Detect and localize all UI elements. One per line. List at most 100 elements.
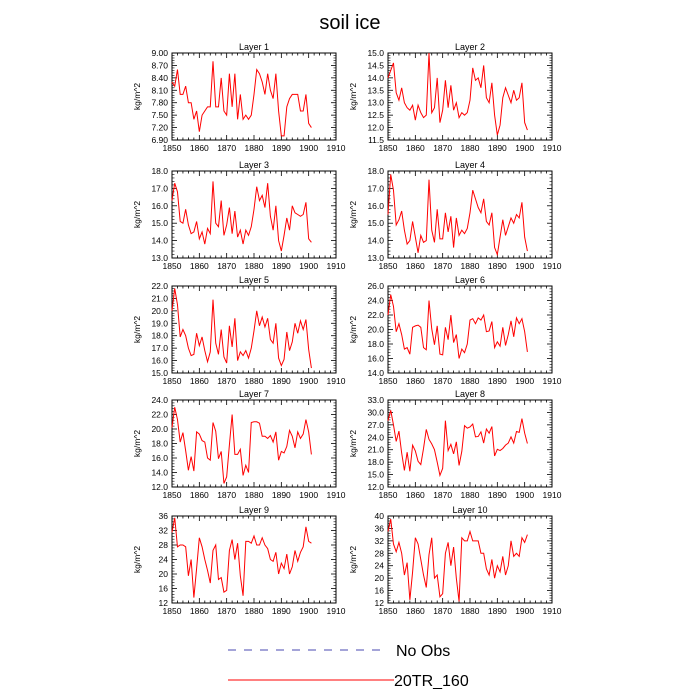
x-tick-label: 1900 (515, 143, 534, 153)
y-tick-label: 8.10 (151, 85, 168, 95)
y-tick-label: 18.0 (151, 166, 168, 176)
y-tick-label: 24.0 (367, 296, 384, 306)
y-tick-label: 13.5 (367, 85, 384, 95)
y-tick-label: 14.0 (367, 73, 384, 83)
series-line-1 (387, 519, 528, 602)
x-tick-label: 1910 (543, 261, 562, 271)
series-line-1 (387, 174, 528, 257)
y-tick-label: 36 (375, 523, 385, 533)
x-tick-label: 1850 (163, 143, 182, 153)
x-tick-label: 1910 (543, 606, 562, 616)
y-tick-label: 20.0 (151, 306, 168, 316)
x-tick-label: 1910 (543, 143, 562, 153)
y-tick-label: 12 (159, 598, 169, 608)
x-tick-label: 1880 (461, 143, 480, 153)
y-tick-label: 14.0 (151, 468, 168, 478)
figure-title: soil ice (319, 12, 380, 34)
x-tick-label: 1910 (327, 261, 346, 271)
y-tick-label: 12.0 (367, 482, 384, 492)
x-tick-label: 1900 (515, 261, 534, 271)
y-tick-label: 22.0 (151, 281, 168, 291)
x-tick-label: 1850 (163, 376, 182, 386)
y-tick-label: 24 (159, 555, 169, 565)
x-tick-label: 1850 (163, 606, 182, 616)
x-tick-label: 1910 (543, 490, 562, 500)
y-axis-label: kg/m^2 (132, 83, 142, 110)
y-tick-label: 18.0 (367, 166, 384, 176)
x-tick-label: 1850 (163, 261, 182, 271)
y-tick-label: 14.5 (367, 60, 384, 70)
y-tick-label: 6.90 (151, 135, 168, 145)
y-tick-label: 32 (159, 526, 169, 536)
x-tick-label: 1890 (272, 490, 291, 500)
y-tick-label: 27.0 (367, 420, 384, 430)
y-tick-label: 12.0 (151, 482, 168, 492)
series-line-1 (387, 410, 528, 478)
panel-title: Layer 3 (239, 160, 269, 170)
x-tick-label: 1870 (433, 261, 452, 271)
y-tick-label: 17.0 (151, 343, 168, 353)
x-tick-label: 1890 (488, 376, 507, 386)
plot-frame (387, 515, 553, 604)
x-tick-label: 1880 (461, 261, 480, 271)
x-tick-label: 1880 (245, 261, 264, 271)
series-line-1 (171, 61, 312, 137)
panel-title: Layer 5 (239, 275, 269, 285)
x-tick-label: 1860 (406, 143, 425, 153)
x-tick-label: 1890 (488, 261, 507, 271)
y-tick-label: 21.0 (367, 445, 384, 455)
y-tick-label: 16.0 (151, 356, 168, 366)
x-tick-label: 1850 (379, 376, 398, 386)
chart-panel-1: Layer 1 kg/m^2 1850 1860 1870 1880 1890 1900 191… (132, 42, 346, 153)
x-tick-label: 1910 (327, 490, 346, 500)
y-axis-label: kg/m^2 (348, 316, 358, 343)
y-tick-label: 12.5 (367, 110, 384, 120)
y-tick-label: 12.0 (367, 123, 384, 133)
x-tick-label: 1910 (327, 143, 346, 153)
x-tick-label: 1900 (515, 376, 534, 386)
x-tick-label: 1880 (245, 143, 264, 153)
x-tick-label: 1890 (272, 261, 291, 271)
x-tick-label: 1900 (299, 490, 318, 500)
x-tick-label: 1890 (272, 376, 291, 386)
y-tick-label: 8.70 (151, 60, 168, 70)
x-tick-label: 1870 (217, 376, 236, 386)
x-tick-label: 1850 (379, 143, 398, 153)
y-axis-label: kg/m^2 (132, 316, 142, 343)
y-tick-label: 40 (375, 511, 385, 521)
y-tick-label: 12 (375, 598, 385, 608)
y-tick-label: 15.0 (151, 368, 168, 378)
legend: No Obs 20TR_160 (228, 643, 469, 690)
panel-title: Layer 7 (239, 389, 269, 399)
x-tick-label: 1860 (190, 261, 209, 271)
x-tick-label: 1860 (406, 376, 425, 386)
y-tick-label: 11.5 (368, 135, 384, 145)
legend-no-obs-label: No Obs (396, 643, 450, 660)
x-tick-label: 1890 (272, 143, 291, 153)
y-axis-label: kg/m^2 (132, 201, 142, 228)
y-tick-label: 17.0 (151, 183, 168, 193)
y-tick-label: 36 (159, 511, 169, 521)
y-tick-label: 18.0 (151, 331, 168, 341)
x-tick-label: 1890 (488, 490, 507, 500)
x-tick-label: 1900 (299, 143, 318, 153)
panel-title: Layer 4 (455, 160, 485, 170)
y-tick-label: 26.0 (367, 281, 384, 291)
x-tick-label: 1860 (190, 376, 209, 386)
panel-title: Layer 9 (239, 505, 269, 515)
x-tick-label: 1880 (245, 606, 264, 616)
x-tick-label: 1860 (190, 490, 209, 500)
x-tick-label: 1890 (488, 143, 507, 153)
x-tick-label: 1870 (433, 376, 452, 386)
y-axis-label: kg/m^2 (348, 83, 358, 110)
series-line-1 (171, 181, 312, 252)
x-tick-label: 1860 (406, 261, 425, 271)
y-tick-label: 13.0 (151, 253, 168, 263)
x-tick-label: 1850 (379, 261, 398, 271)
plot-frame (171, 399, 337, 488)
y-tick-label: 7.20 (151, 123, 168, 133)
chart-panel-2: Layer 2 kg/m^2 1850 1860 1870 1880 1890 1900 191… (348, 42, 562, 153)
y-tick-label: 30.0 (367, 407, 384, 417)
panels-grid: Layer 1 kg/m^2 1850 1860 1870 1880 1890 1900 191… (132, 42, 562, 616)
